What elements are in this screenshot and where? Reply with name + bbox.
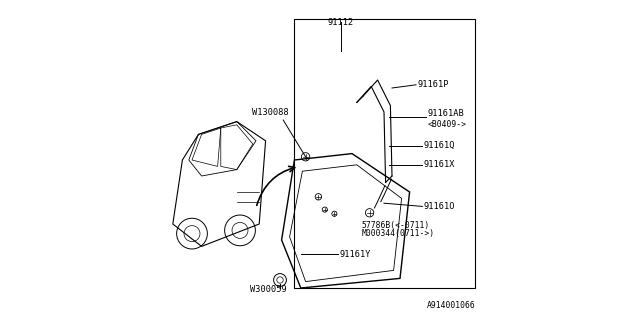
Text: M000344(0711->): M000344(0711->) [362, 229, 435, 238]
Text: 91161Y: 91161Y [339, 250, 371, 259]
Text: 91161O: 91161O [424, 202, 456, 211]
Text: <B0409->: <B0409-> [428, 120, 466, 129]
Text: 91161P: 91161P [418, 80, 449, 89]
Text: 91161X: 91161X [424, 160, 456, 169]
Text: A914001066: A914001066 [426, 301, 475, 310]
Text: 57786B(<-0711): 57786B(<-0711) [362, 221, 430, 230]
Text: 91161Q: 91161Q [424, 141, 456, 150]
Text: 91112: 91112 [328, 18, 354, 27]
Text: W130088: W130088 [252, 108, 289, 116]
Text: 91161AB: 91161AB [428, 109, 464, 118]
Text: W300059: W300059 [250, 285, 287, 294]
Bar [294, 19, 475, 288]
